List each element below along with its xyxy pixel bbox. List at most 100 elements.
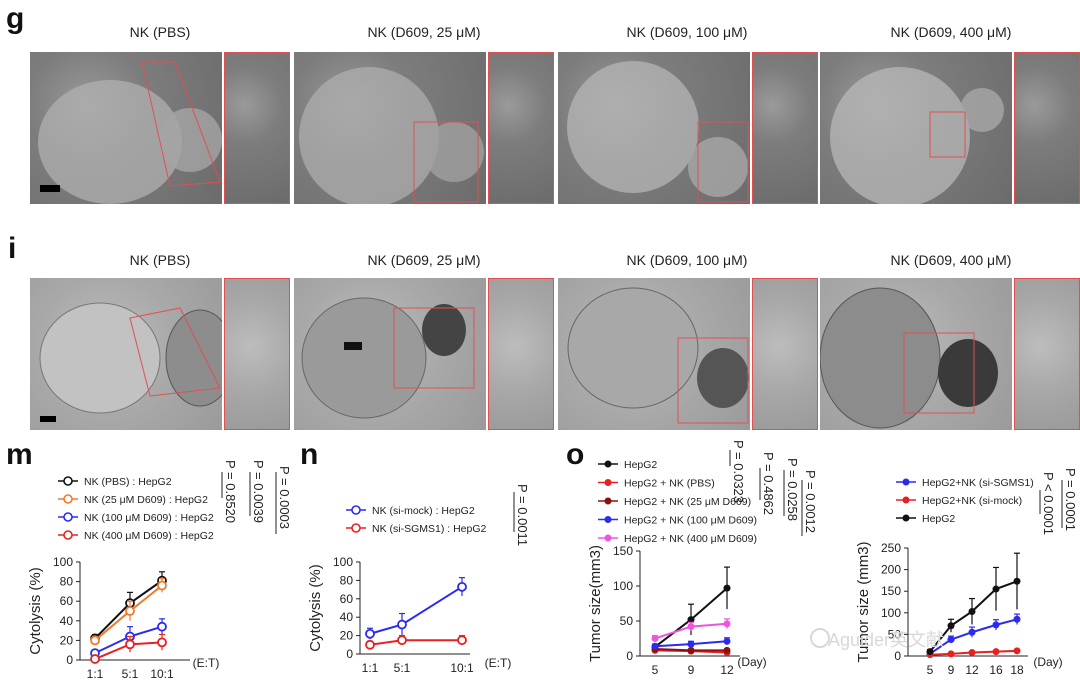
watermark-text: Aguider英文献 [828, 630, 945, 650]
sem-zoom-d609-25 [488, 52, 554, 204]
sem-zoom-pbs [224, 52, 290, 204]
n-data-point [457, 635, 467, 646]
tem-zoom-d609-25 [488, 278, 554, 430]
n-y-label: Cytolysis (%) [307, 564, 324, 652]
o-right-legend-marker [902, 514, 910, 522]
m-x-tick-label: 5:1 [122, 667, 139, 681]
o-left-data-point [687, 646, 695, 654]
m-data-point [90, 648, 100, 659]
panel-g-title-1: NK (PBS) [129, 24, 191, 40]
o-right-data-point [968, 628, 976, 636]
o-left-series-line-4 [654, 622, 728, 640]
o-right-legend-marker [902, 496, 910, 504]
n-pvalue-1: P = 0.0011 [515, 484, 530, 546]
m-legend-marker [63, 512, 73, 522]
o-left-data-point [651, 643, 659, 651]
m-data-point [157, 580, 167, 591]
o-left-legend-label: HepG2 [624, 459, 657, 471]
o-left-series-line-2 [654, 648, 727, 652]
n-x-tick-label: 1:1 [362, 661, 379, 675]
m-data-point [90, 633, 100, 644]
o-left-pvalue-1: P = 0.0323 [731, 440, 746, 503]
o-right-data-point [1013, 647, 1021, 655]
o-right-data-point [968, 649, 976, 657]
o-left-x-tick-label: 9 [688, 663, 695, 677]
o-left-data-point [687, 640, 695, 648]
o-left-pvalue-3: P = 0.0258 [785, 458, 800, 521]
panel-letter-o: o [566, 438, 585, 471]
tem-image-d609-100 [558, 278, 750, 430]
m-legend-label: NK (100 μM D609) : HepG2 [84, 512, 214, 524]
panel-g-title-4: NK (D609, 400 μM) [890, 24, 1012, 40]
n-legend-label: NK (si-SGMS1) : HepG2 [372, 523, 487, 535]
o-left-data-point [651, 642, 659, 650]
sem-image-pbs [30, 52, 222, 204]
o-left-data-point [687, 616, 695, 624]
n-y-tick-label: 60 [340, 592, 354, 606]
m-pvalue-3: P = 0.0003 [277, 466, 292, 529]
m-y-tick-label: 100 [53, 555, 73, 569]
panel-letter-m: m [6, 438, 33, 471]
n-legend-marker [351, 505, 361, 515]
o-left-y-tick-label: 150 [613, 544, 633, 558]
o-left-data-point [723, 584, 731, 592]
m-legend-marker [63, 494, 73, 504]
o-right-data-point [992, 621, 1000, 629]
o-left-pvalue-4: P = 0.0012 [803, 470, 818, 533]
o-left-legend-label: HepG2 + NK (PBS) [624, 478, 715, 490]
m-x-tick-label: 10:1 [150, 667, 174, 681]
panel-g-title-3: NK (D609, 100 μM) [626, 24, 748, 40]
tem-zoom-d609-100 [752, 278, 818, 430]
o-left-data-point [723, 637, 731, 645]
panel-letter-i: i [8, 232, 17, 265]
sem-image-d609-100 [558, 52, 750, 204]
panel-i-title-4: NK (D609, 400 μM) [890, 252, 1012, 268]
wechat-icon [810, 628, 830, 648]
m-legend-marker [63, 530, 73, 540]
m-pvalue-1: P = 0.8520 [223, 460, 238, 523]
m-data-point [157, 621, 167, 632]
m-y-tick-label: 0 [66, 653, 73, 667]
o-right-data-point [947, 622, 955, 630]
sem-image-d609-400 [820, 52, 1012, 204]
o-right-data-point [992, 648, 1000, 656]
n-series-line-1 [369, 639, 462, 646]
o-right-x-tick-label: 18 [1010, 663, 1024, 677]
m-data-point [157, 637, 167, 648]
o-right-y-tick-label: 100 [881, 606, 901, 620]
o-right-data-point [1013, 577, 1021, 585]
o-right-legend-label: HepG2+NK (si-SGMS1) [922, 477, 1034, 489]
o-right-data-point [947, 636, 955, 644]
m-series-line-3 [94, 641, 163, 660]
o-right-x-tick-label: 5 [927, 663, 934, 677]
o-right-data-point [926, 651, 934, 659]
o-right-data-point [1013, 615, 1021, 623]
n-y-tick-label: 80 [340, 573, 354, 587]
m-y-tick-label: 80 [60, 575, 74, 589]
n-data-point [457, 581, 467, 592]
o-left-legend-label: HepG2 + NK (100 μM D609) [624, 515, 757, 527]
m-pvalue-2: P = 0.0039 [251, 460, 266, 523]
o-left-y-label: Tumor size(mm3) [587, 545, 604, 662]
o-left-series-line-1 [654, 649, 728, 654]
o-right-legend-label: HepG2 [922, 513, 955, 525]
tem-image-d609-25 [294, 278, 486, 430]
o-left-series-line-0 [654, 587, 728, 648]
n-y-tick-label: 40 [340, 610, 354, 624]
n-legend-label: NK (si-mock) : HepG2 [372, 505, 475, 517]
m-data-point [90, 654, 100, 664]
m-legend-label: NK (PBS) : HepG2 [84, 476, 172, 488]
o-right-y-tick-label: 150 [881, 584, 901, 598]
n-y-tick-label: 100 [333, 555, 353, 569]
o-left-data-point [651, 646, 659, 654]
panel-letter-n: n [300, 438, 319, 471]
m-x-tick-label: 1:1 [87, 667, 104, 681]
n-data-point [397, 619, 407, 630]
m-series-line-2 [94, 625, 163, 655]
tem-zoom-d609-400 [1014, 278, 1080, 430]
o-left-legend-marker [604, 516, 612, 523]
tem-image-pbs [30, 278, 222, 430]
o-left-legend-marker [604, 534, 612, 542]
o-left-legend-marker [604, 497, 612, 505]
n-x-tick-label: 5:1 [394, 661, 411, 675]
